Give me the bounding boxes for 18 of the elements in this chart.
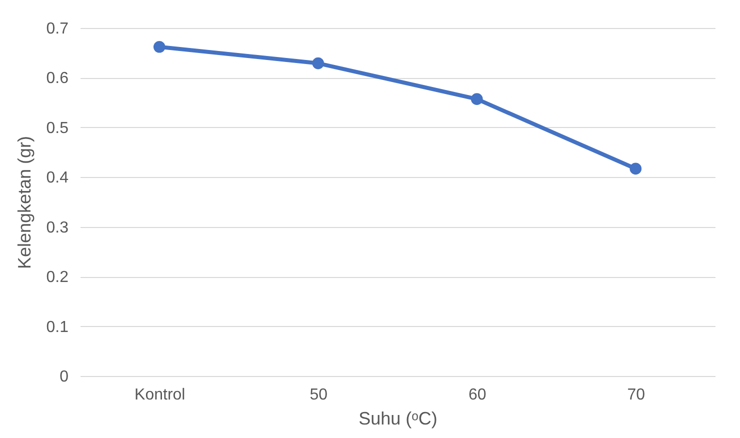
y-tick-label: 0.5 (46, 120, 69, 137)
point (630, 162, 642, 175)
x-tick-label: Kontrol (134, 386, 186, 404)
y-tick-label: 0.2 (46, 269, 69, 286)
x-tick-label: 70 (627, 386, 646, 404)
y-tick-label: 0.1 (46, 318, 69, 336)
y-axis-title: Kelengketan (gr) (14, 136, 34, 270)
y-tick-label: 0 (60, 368, 69, 386)
x-tick-label: 50 (310, 386, 328, 404)
y-tick-label: 0.6 (46, 70, 69, 88)
y-tick-label: 0.7 (46, 20, 69, 38)
x-tick-label: 60 (468, 386, 486, 404)
x-axis-title: Suhu (ᵒC) (358, 408, 438, 428)
point (312, 57, 324, 70)
point (470, 93, 483, 105)
y-tick-label: 0.4 (46, 170, 69, 187)
point (153, 40, 166, 53)
y-tick-label: 0.3 (46, 219, 69, 236)
